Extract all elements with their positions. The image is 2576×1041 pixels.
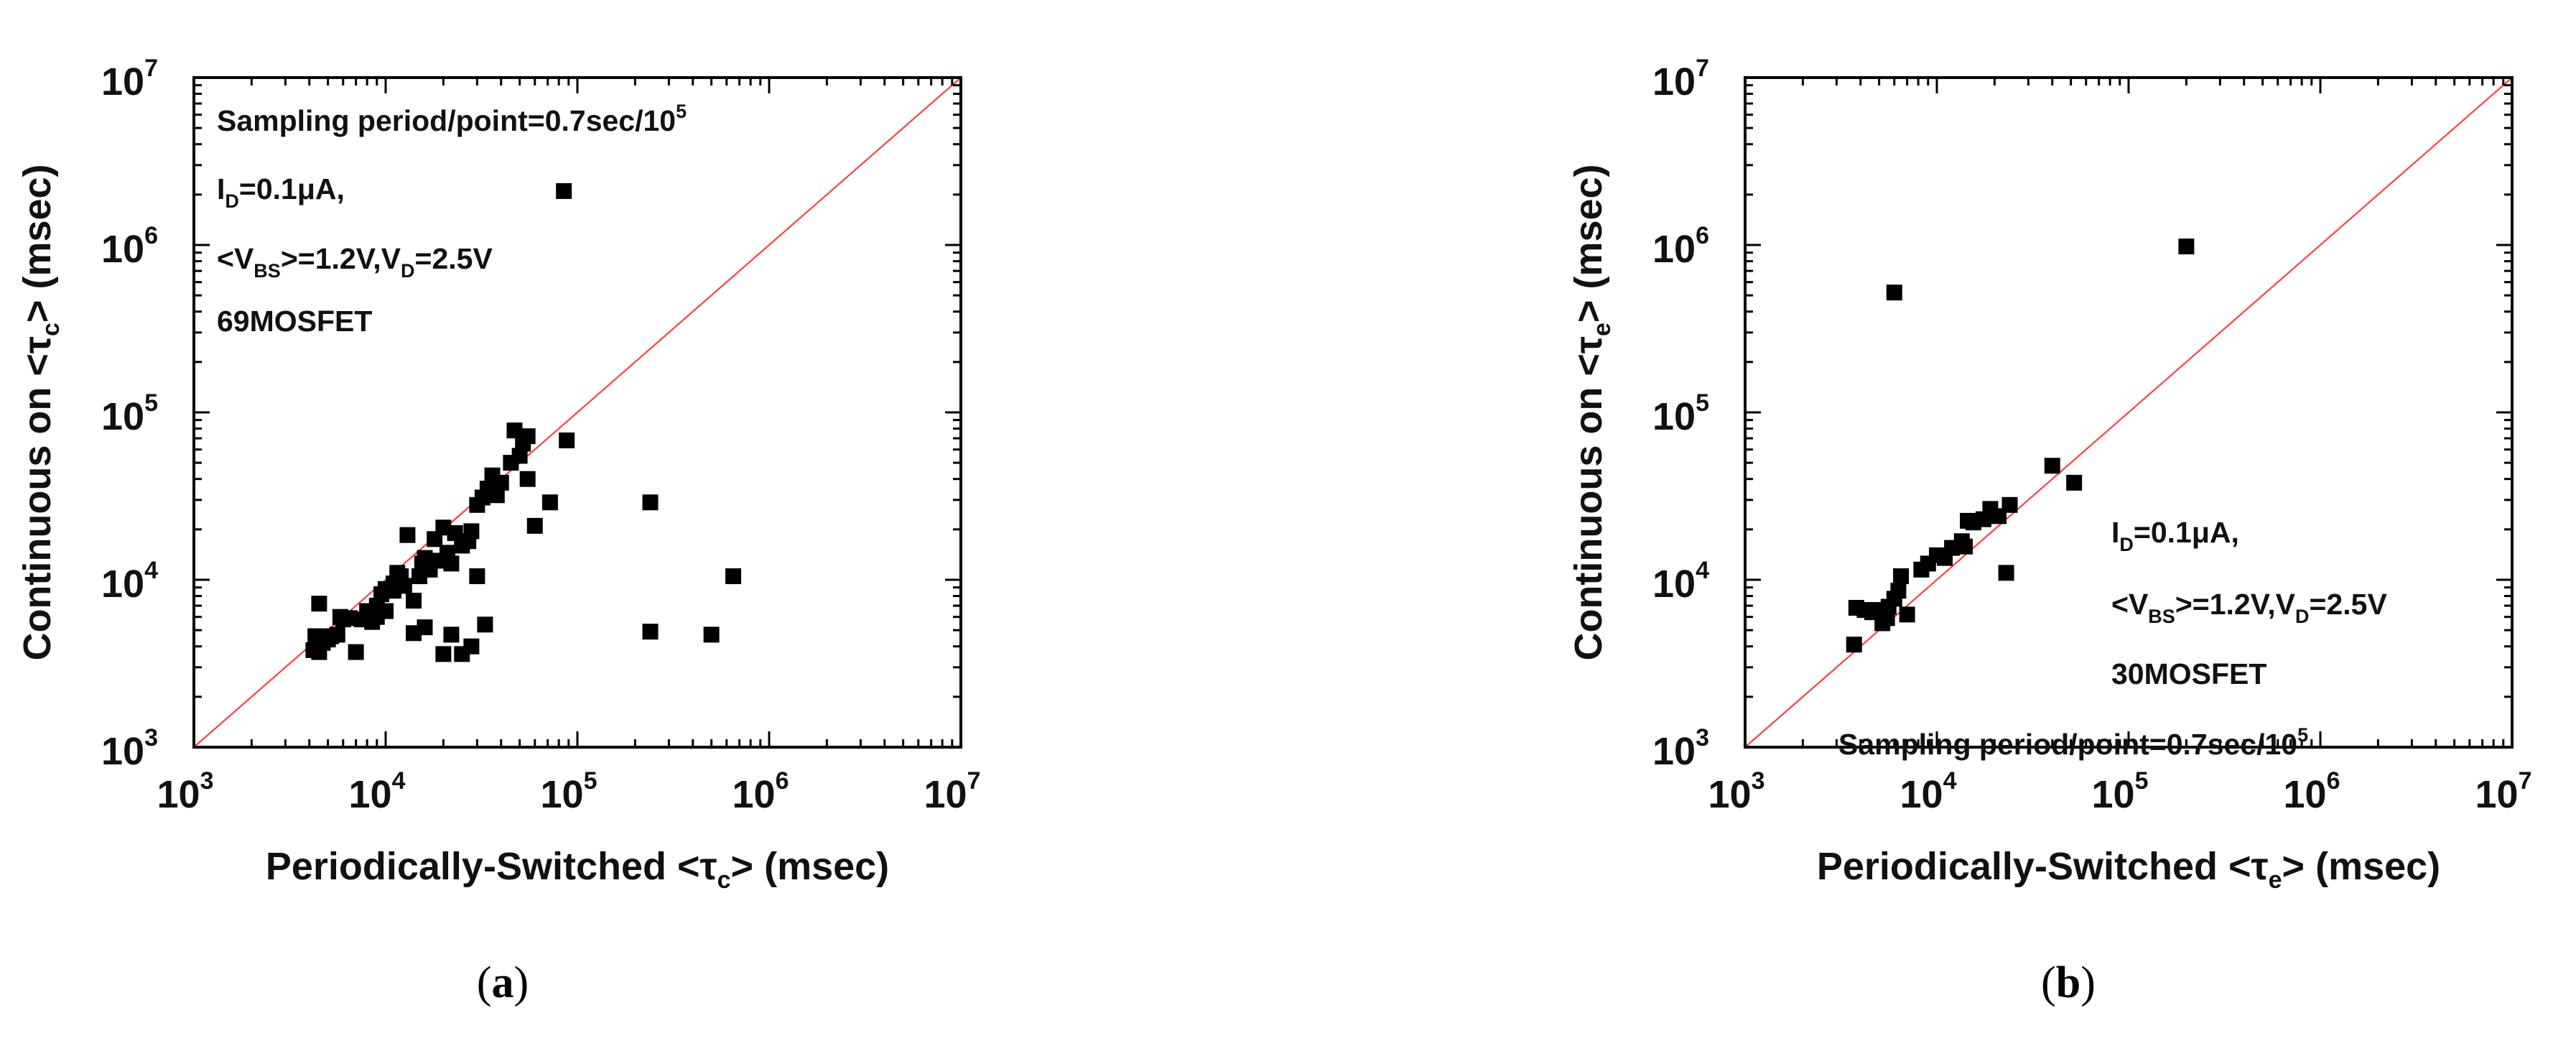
data-point [443,555,460,572]
data-point [1998,565,2014,581]
data-point [447,525,463,542]
y-axis-label: Continuous on <τe> (msec) [1567,164,1616,660]
data-point [348,644,364,660]
annotation-line: Sampling period/point=0.7sec/105 [1838,724,2308,761]
y-tick-label: 105 [101,389,158,438]
data-point [2044,458,2060,474]
y-tick-label: 104 [101,557,158,606]
data-point [642,494,659,511]
annotation-line: ID=0.1μA, [2111,516,2239,555]
data-point [406,593,422,609]
data-point [463,523,480,540]
x-tick-label: 104 [349,767,406,816]
y-tick-label: 103 [101,724,158,773]
data-point [368,609,385,625]
data-point [1899,606,1915,623]
tick-marks [1745,78,2512,747]
data-point [488,487,505,504]
data-point [642,624,659,640]
y-tick-label: 105 [1652,389,1709,438]
data-point [703,626,720,643]
data-point [307,628,324,644]
data-point [559,432,575,449]
data-points [1846,239,2195,653]
panel-caption: (b) [2041,958,2096,1007]
x-axis-label: Periodically-Switched <τc> (msec) [266,845,889,894]
data-point [396,578,412,594]
y-tick-label: 106 [1652,222,1709,271]
annotation-line: Sampling period/point=0.7sec/105 [217,101,687,137]
reference-line-y-equals-x [1745,78,2512,747]
data-point [725,568,742,585]
panel-caption: (a) [477,958,529,1007]
data-point [463,638,480,654]
data-point [493,474,509,491]
annotation-line: 69MOSFET [217,305,372,338]
x-tick-label: 105 [541,767,597,816]
annotation-line: <VBS>=1.2V,VD=2.5V [217,242,493,282]
data-point [1846,637,1862,653]
data-point [1893,568,1910,585]
x-tick-label: 106 [733,767,789,816]
data-point [2066,474,2083,491]
data-point [435,646,452,662]
x-tick-label: 107 [924,767,981,816]
tick-marks [194,78,961,747]
data-point [556,182,572,199]
data-point [1886,284,1902,301]
y-tick-label: 104 [1652,557,1709,606]
x-tick-label: 104 [1900,767,1957,816]
y-axis-label: Continuous on <τc> (msec) [16,164,65,660]
x-tick-label: 103 [1708,767,1765,816]
x-tick-label: 107 [2475,767,2532,816]
annotation-line: 30MOSFET [2111,657,2266,690]
data-point [417,619,433,636]
annotation-line: <VBS>=1.2V,VD=2.5V [2111,588,2387,627]
data-points [305,182,742,662]
data-point [329,626,345,643]
data-point [506,422,523,439]
data-point [399,527,416,543]
data-point [469,568,485,585]
y-tick-label: 106 [101,222,158,271]
x-tick-label: 105 [2092,767,2149,816]
annotation-line: ID=0.1μA, [217,172,345,212]
x-tick-label: 106 [2284,767,2340,816]
y-tick-label: 103 [1652,724,1709,773]
data-point [1957,538,1973,555]
data-point [519,471,536,487]
data-point [1890,583,1907,599]
x-axis-label: Periodically-Switched <τe> (msec) [1817,845,2440,894]
y-tick-label: 107 [101,55,158,103]
data-point [541,494,558,511]
x-tick-label: 103 [157,767,214,816]
data-point [342,610,358,626]
y-tick-label: 107 [1652,55,1709,103]
data-point [311,596,327,612]
data-point [2178,239,2195,255]
data-point [2001,496,2018,513]
data-point [477,616,493,633]
data-point [443,626,460,643]
data-point [526,517,543,534]
data-point [519,428,536,445]
data-point [511,448,528,464]
